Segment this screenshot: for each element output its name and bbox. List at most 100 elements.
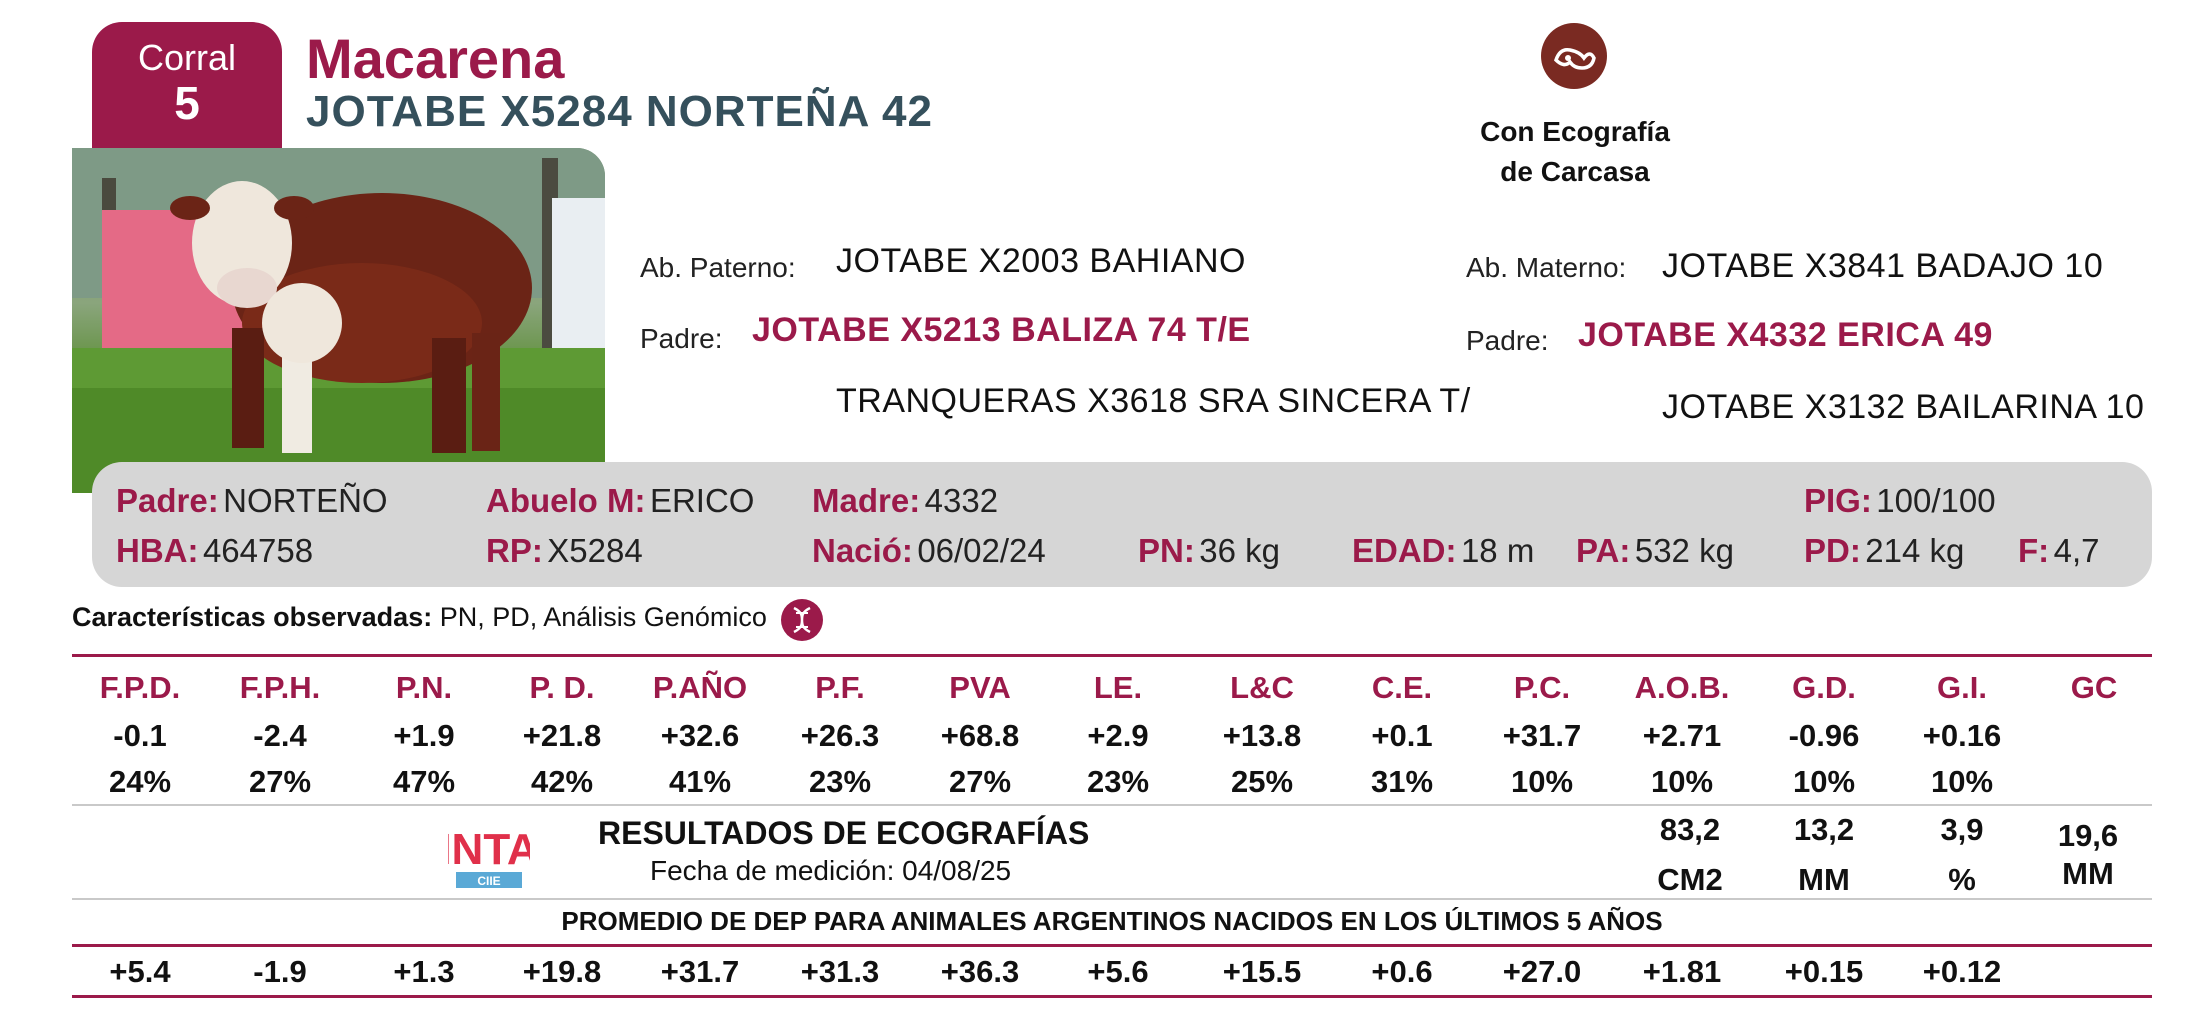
animal-photo — [72, 148, 605, 493]
dep-precision-6: 23% — [808, 764, 872, 799]
dep-value-14: +0.16 — [1922, 718, 2002, 753]
dep-header-11: P.C. — [1513, 670, 1571, 705]
animal-registration: JOTABE X5284 NORTEÑA 42 — [306, 87, 933, 136]
dep-header-8: LE. — [1093, 670, 1143, 705]
dep-precision-13: 10% — [1792, 764, 1856, 799]
dep-value-11: +31.7 — [1502, 718, 1582, 753]
dep-header-5: P.AÑO — [652, 670, 748, 705]
animal-name: Macarena — [306, 27, 565, 90]
average-value-8: +5.6 — [1087, 954, 1149, 989]
average-value-3: +1.3 — [393, 954, 455, 989]
dep-precision-10: 31% — [1370, 764, 1434, 799]
inta-logo-subtext: CIIE — [477, 874, 500, 888]
dep-value-4: +21.8 — [522, 718, 602, 753]
dep-header-2: F.P.H. — [239, 670, 321, 705]
mother: JOTABE X4332 ERICA 49 — [1578, 316, 1993, 354]
average-value-10: +0.6 — [1371, 954, 1433, 989]
average-title: PROMEDIO DE DEP PARA ANIMALES ARGENTINOS… — [561, 906, 1663, 936]
eco-gc-value: 19,6 — [2057, 818, 2119, 853]
dep-value-6: +26.3 — [800, 718, 880, 753]
dep-value-3: +1.9 — [393, 718, 455, 753]
dep-precision-2: 27% — [248, 764, 312, 799]
table-eco-rule — [72, 898, 2152, 900]
average-value-12: +1.81 — [1642, 954, 1722, 989]
eco-aob-unit: CM2 — [1657, 862, 1723, 897]
cow-illustration — [72, 148, 605, 493]
observed-characteristics: Características observadas: PN, PD, Anál… — [72, 602, 767, 633]
eco-aob-value: 83,2 — [1659, 812, 1721, 847]
maternal-grandfather: JOTABE X3841 BADAJO 10 — [1662, 247, 2104, 285]
average-value-14: +0.12 — [1922, 954, 2002, 989]
summary-pig: PIG: 100/100 — [1804, 482, 1996, 519]
average-value-2: -1.9 — [253, 954, 307, 989]
dep-value-12: +2.71 — [1642, 718, 1722, 753]
ultrasound-icon — [1541, 23, 1607, 89]
dep-header-10: C.E. — [1371, 670, 1433, 705]
summary-nacio: Nació: 06/02/24 — [812, 532, 1046, 569]
average-value-4: +19.8 — [522, 954, 602, 989]
dep-value-13: -0.96 — [1788, 718, 1860, 753]
dep-value-8: +2.9 — [1087, 718, 1149, 753]
paternal-grandmother: TRANQUERAS X3618 SRA SINCERA T/ — [836, 382, 1471, 420]
summary-abuelo: Abuelo M: ERICO — [486, 482, 755, 519]
average-value-5: +31.7 — [660, 954, 740, 989]
inta-logo: INTA CIIE — [439, 812, 539, 894]
father: JOTABE X5213 BALIZA 74 T/E — [752, 311, 1251, 349]
dep-value-7: +68.8 — [940, 718, 1020, 753]
summary-madre: Madre: 4332 — [812, 482, 999, 519]
dep-precision-8: 23% — [1086, 764, 1150, 799]
paternal-grandfather: JOTABE X2003 BAHIANO — [836, 242, 1246, 280]
dep-value-2: -2.4 — [253, 718, 307, 753]
corral-label: Corral — [137, 37, 236, 78]
summary-rp: RP: X5284 — [486, 532, 643, 569]
table-average-rule — [72, 944, 2152, 947]
dep-precision-9: 25% — [1230, 764, 1294, 799]
paternal-grandfather-label: Ab. Paterno: — [640, 252, 796, 283]
ecography-date: Fecha de medición: 04/08/25 — [650, 855, 1012, 886]
average-value-1: +5.4 — [109, 954, 171, 989]
dep-header-4: P. D. — [529, 670, 595, 705]
dep-header-14: G.I. — [1937, 670, 1987, 705]
ecography-badge-text: Con Ecografía de Carcasa — [1440, 112, 1710, 192]
corral-number: 5 — [174, 77, 200, 129]
ecography-title: RESULTADOS DE ECOGRAFÍAS — [598, 815, 1090, 851]
dep-precision-7: 27% — [948, 764, 1012, 799]
summary-hba: HBA: 464758 — [116, 532, 314, 569]
eco-gd-unit: MM — [1798, 862, 1850, 897]
dep-value-1: -0.1 — [113, 718, 167, 753]
inta-logo-text: INTA — [448, 825, 530, 874]
average-value-11: +27.0 — [1502, 954, 1582, 989]
summary-padre: Padre: NORTEÑO — [116, 482, 388, 519]
summary-panel — [92, 462, 2152, 587]
corral-tab: Corral 5 — [92, 22, 282, 150]
characteristics-value: PN, PD, Análisis Genómico — [439, 602, 767, 632]
average-value-7: +36.3 — [940, 954, 1020, 989]
dep-precision-5: 41% — [668, 764, 732, 799]
ecography-badge-line1: Con Ecografía — [1480, 116, 1670, 147]
average-value-6: +31.3 — [800, 954, 880, 989]
dna-icon — [781, 599, 823, 641]
eco-gc-unit: MM — [2062, 856, 2114, 891]
summary-pd: PD: 214 kg — [1804, 532, 1965, 569]
summary-pn: PN: 36 kg — [1138, 532, 1281, 569]
eco-gi-unit: % — [1948, 862, 1976, 897]
dep-precision-14: 10% — [1930, 764, 1994, 799]
dep-header-7: PVA — [949, 670, 1011, 705]
father-label: Padre: — [640, 323, 723, 354]
eco-gd-value: 13,2 — [1793, 812, 1855, 847]
characteristics-label: Características observadas: — [72, 602, 433, 632]
dep-header-1: F.P.D. — [99, 670, 181, 705]
dep-precision-1: 24% — [108, 764, 172, 799]
table-bottom-rule — [72, 995, 2152, 998]
dep-header-13: G.D. — [1792, 670, 1856, 705]
table-mid-rule — [72, 804, 2152, 806]
maternal-grandmother: JOTABE X3132 BAILARINA 10 — [1662, 388, 2145, 426]
table-top-rule — [72, 654, 2152, 657]
dep-header-12: A.O.B. — [1634, 670, 1730, 705]
dep-precision-4: 42% — [530, 764, 594, 799]
average-value-13: +0.15 — [1784, 954, 1864, 989]
dep-precision-12: 10% — [1650, 764, 1714, 799]
dep-header-15: GC — [2070, 670, 2118, 705]
dep-value-10: +0.1 — [1371, 718, 1433, 753]
dep-header-9: L&C — [1230, 670, 1294, 705]
